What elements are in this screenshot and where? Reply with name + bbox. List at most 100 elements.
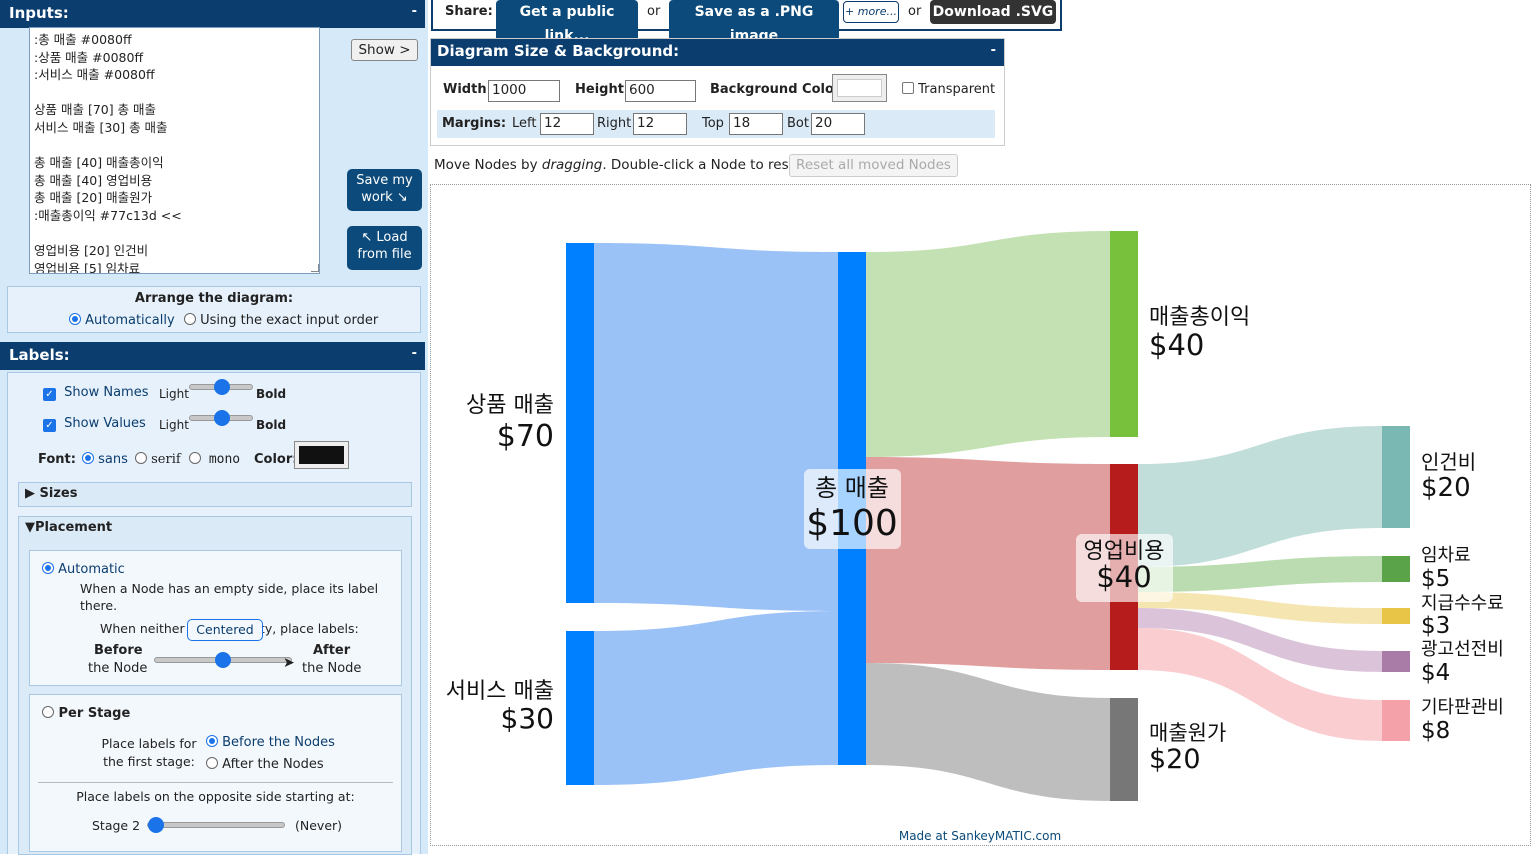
show-values-row[interactable]: ✓ Show Values (43, 416, 146, 432)
bg-color-picker[interactable] (832, 74, 887, 102)
checkbox-icon[interactable]: ✓ (43, 388, 56, 401)
radio-icon[interactable] (42, 706, 54, 718)
flow-product-to-total[interactable] (594, 243, 839, 611)
diagram-frame: 상품 매출 $70 서비스 매출 $30 총 매출 $100 매출총이익 $40… (430, 184, 1531, 846)
inputs-textarea[interactable]: :총 매출 #0080ff :상품 매출 #0080ff :서비스 매출 #00… (29, 27, 320, 274)
per-stage-option[interactable]: Per Stage (42, 706, 130, 721)
textarea-resize-handle[interactable] (311, 264, 319, 272)
flow-service-to-total[interactable] (594, 611, 839, 785)
flow-opex-to-other[interactable] (1138, 628, 1382, 741)
after-the-node-label: the Node (302, 661, 362, 676)
checkbox-icon[interactable] (902, 82, 914, 94)
radio-icon[interactable] (206, 735, 218, 747)
per-stage-label: Per Stage (58, 706, 131, 721)
flow-opex-to-fees[interactable] (1138, 592, 1382, 624)
made-at-credit[interactable]: Made at SankeyMATIC.com (899, 829, 1061, 843)
reset-moved-nodes-button[interactable]: Reset all moved Nodes (789, 154, 958, 177)
font-sans-option[interactable]: sans (82, 452, 128, 467)
label-color-picker[interactable] (294, 441, 349, 469)
font-serif-option[interactable]: serif (135, 452, 181, 467)
opposite-description: Place labels on the opposite side starti… (76, 789, 355, 804)
node-service-sales[interactable] (566, 631, 594, 785)
node-cost-of-sales[interactable] (1110, 698, 1138, 801)
more-button[interactable]: + more... (843, 1, 899, 23)
values-weight-slider[interactable] (189, 410, 253, 426)
radio-icon[interactable] (82, 452, 94, 464)
sizes-section-toggle[interactable]: ▶ Sizes (18, 482, 412, 507)
radio-icon[interactable] (189, 452, 201, 464)
flow-opex-to-labor[interactable] (1138, 426, 1382, 567)
automatic-option[interactable]: Automatic (42, 562, 125, 577)
labels-header[interactable]: Labels: - (0, 342, 425, 370)
download-svg-button[interactable]: Download .SVG (930, 0, 1056, 24)
top-margin-input[interactable]: 18 (729, 113, 783, 135)
arrange-exact-option[interactable]: Using the exact input order (184, 313, 378, 328)
label-name-rent: 임차료 (1421, 545, 1471, 566)
node-gross-profit[interactable] (1110, 231, 1138, 437)
never-label: (Never) (295, 818, 343, 833)
flow-opex-to-rent[interactable] (1138, 556, 1382, 592)
names-weight-slider[interactable] (189, 379, 253, 395)
sankey-diagram[interactable]: 상품 매출 $70 서비스 매출 $30 총 매출 $100 매출총이익 $40… (431, 185, 1532, 847)
radio-icon[interactable] (206, 757, 218, 769)
bot-margin-label: Bot (787, 116, 809, 131)
color-swatch (837, 79, 882, 97)
radio-icon[interactable] (42, 562, 54, 574)
label-value-product: $70 (497, 419, 554, 454)
show-button[interactable]: Show > (351, 39, 418, 61)
after-nodes-option[interactable]: After the Nodes (206, 757, 324, 772)
before-the-node-label: the Node (88, 661, 148, 676)
label-name-service: 서비스 매출 (446, 679, 554, 704)
radio-icon[interactable] (135, 452, 147, 464)
placement-slider[interactable] (154, 652, 292, 668)
show-names-row[interactable]: ✓ Show Names (43, 385, 148, 401)
size-panel-header[interactable]: Diagram Size & Background: - (431, 39, 1004, 66)
placement-toggle[interactable]: ▼Placement (25, 520, 112, 535)
width-input[interactable]: 1000 (488, 80, 560, 102)
font-mono-option[interactable]: mono (189, 452, 240, 467)
move-nodes-instructions: Move Nodes by dragging. Double-click a N… (434, 157, 829, 173)
values-bold-label: Bold (256, 418, 287, 432)
checkbox-icon[interactable]: ✓ (43, 419, 56, 432)
right-margin-input[interactable]: 12 (633, 113, 687, 135)
size-panel-collapse-button[interactable]: - (990, 43, 996, 58)
slider-knob[interactable] (214, 379, 230, 395)
slider-knob[interactable] (214, 410, 230, 426)
flow-opex-to-ads[interactable] (1138, 608, 1382, 672)
height-input[interactable]: 600 (625, 80, 696, 102)
load-from-file-button[interactable]: ↖ Load from file (347, 226, 422, 270)
node-rent[interactable] (1382, 556, 1410, 582)
transparent-option[interactable]: Transparent (902, 82, 995, 97)
radio-icon[interactable] (184, 313, 196, 325)
flow-total-to-opex[interactable] (866, 457, 1111, 670)
node-other-sga[interactable] (1382, 700, 1410, 741)
arrange-auto-option[interactable]: Automatically (69, 313, 175, 328)
diagram-size-panel: Diagram Size & Background: - Width: 1000… (430, 38, 1005, 146)
placement-section: ▼Placement Automatic When a Node has an … (18, 516, 412, 855)
node-product-sales[interactable] (566, 243, 594, 603)
before-nodes-option[interactable]: Before the Nodes (206, 735, 335, 750)
radio-icon[interactable] (69, 313, 81, 325)
inputs-collapse-button[interactable]: - (411, 4, 417, 19)
inputs-header[interactable]: Inputs: - (0, 0, 425, 28)
share-label: Share: (445, 4, 493, 19)
color-label: Color: (254, 452, 298, 467)
transparent-label: Transparent (918, 82, 996, 97)
margins-row: Margins: Left 12 Right 12 Top 18 Bot 20 (437, 110, 995, 138)
flow-total-to-cogs[interactable] (866, 663, 1111, 801)
stage-slider[interactable] (147, 817, 285, 833)
label-value-cogs: $20 (1149, 744, 1201, 775)
bot-margin-input[interactable]: 20 (811, 113, 865, 135)
node-advertising[interactable] (1382, 651, 1410, 672)
label-name-fees: 지급수수료 (1421, 593, 1504, 614)
left-margin-input[interactable]: 12 (540, 113, 594, 135)
flow-total-to-gross[interactable] (866, 231, 1111, 457)
save-my-work-button[interactable]: Save my work ↘ (347, 169, 422, 211)
slider-knob[interactable] (215, 652, 231, 668)
slider-knob[interactable] (148, 817, 164, 833)
stage-label: Stage 2 (92, 818, 141, 833)
move-pre: Move Nodes by (434, 157, 542, 173)
node-labor[interactable] (1382, 426, 1410, 528)
node-fees[interactable] (1382, 608, 1410, 624)
labels-collapse-button[interactable]: - (411, 346, 417, 361)
